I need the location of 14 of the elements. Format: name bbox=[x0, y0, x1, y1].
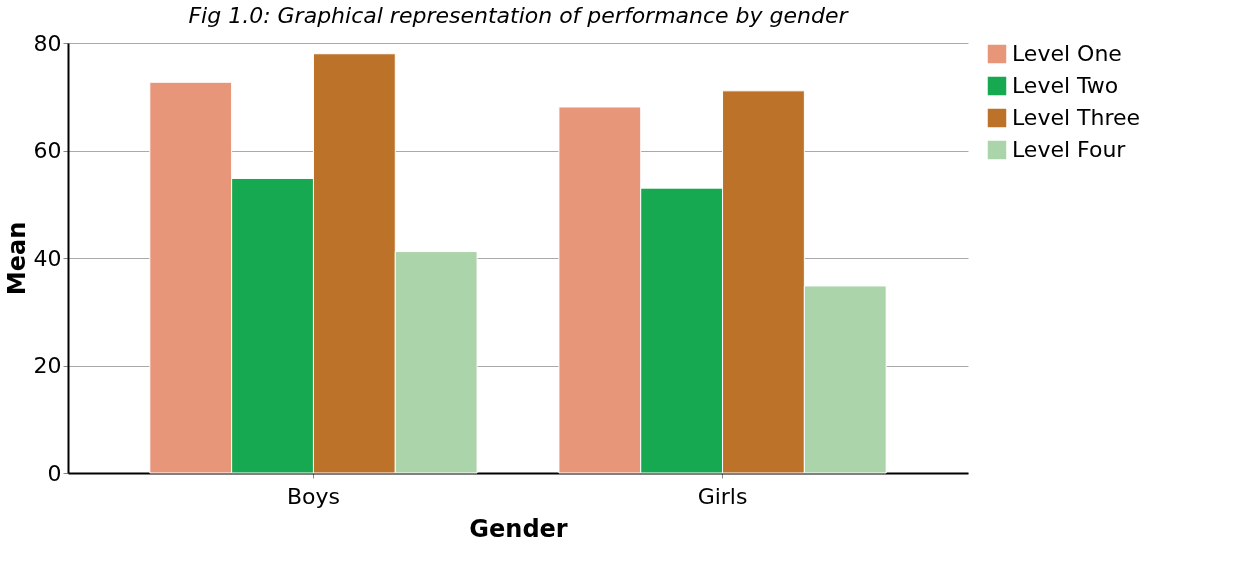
legend-label: Level Two bbox=[1012, 73, 1119, 98]
y-tick-label: 0 bbox=[47, 460, 62, 486]
legend-label: Level One bbox=[1012, 41, 1122, 66]
y-axis-title: Mean bbox=[2, 221, 31, 296]
x-tick-label: Girls bbox=[697, 483, 748, 509]
legend-label: Level Four bbox=[1012, 137, 1127, 162]
chart-title: Fig 1.0: Graphical representation of performance by gender bbox=[188, 3, 850, 28]
y-tick-label: 60 bbox=[33, 138, 62, 163]
x-axis-title: Gender bbox=[469, 514, 568, 543]
x-tick-label: Boys bbox=[286, 483, 340, 509]
y-tick-label: 40 bbox=[33, 245, 62, 271]
legend-label: Level Three bbox=[1012, 105, 1141, 130]
y-tick-label: 80 bbox=[33, 30, 62, 56]
y-tick-label: 20 bbox=[33, 353, 62, 378]
